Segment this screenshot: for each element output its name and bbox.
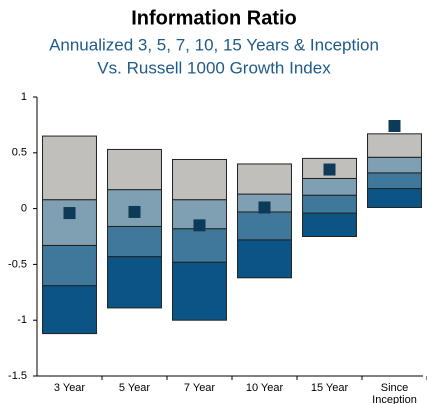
x-tick-label-line: Inception [372, 394, 417, 404]
y-tick-label: 0.5 [12, 147, 27, 159]
fund-marker [258, 201, 271, 214]
percentile-band [42, 199, 97, 246]
x-tick-label-line: Since [381, 382, 409, 394]
x-tick-label: 7 Year [184, 382, 216, 394]
y-tick-label: -1 [17, 314, 27, 326]
y-tick-label: -1.5 [8, 370, 27, 382]
percentile-band [367, 188, 422, 208]
percentile-band [237, 239, 292, 279]
y-tick-label: 0 [21, 203, 27, 215]
percentile-band [237, 211, 292, 241]
percentile-band [367, 172, 422, 190]
chart-subtitle: Annualized 3, 5, 7, 10, 15 Years & Incep… [49, 35, 379, 54]
x-tick-label: 3 Year [54, 382, 86, 394]
chart-title: Information Ratio [131, 7, 297, 29]
y-tick-label: -0.5 [8, 258, 27, 270]
percentile-band [237, 163, 292, 195]
fund-marker [193, 219, 206, 232]
percentile-band [42, 135, 97, 201]
percentile-band [172, 261, 227, 321]
x-tick-label: 15 Year [311, 382, 349, 394]
percentile-band [367, 156, 422, 174]
fund-marker [128, 205, 141, 218]
x-tick-label: 5 Year [119, 382, 151, 394]
percentile-band [107, 225, 162, 258]
fund-marker [63, 207, 76, 220]
chart-subtitle: Vs. Russell 1000 Growth Index [97, 58, 331, 77]
x-tick-label: Since Inception [372, 382, 417, 404]
percentile-band [42, 285, 97, 335]
y-tick-label: 1 [21, 91, 27, 103]
percentile-band [302, 212, 357, 237]
percentile-band [367, 133, 422, 158]
fund-marker [323, 163, 336, 176]
percentile-band [302, 194, 357, 214]
x-tick-label: 10 Year [246, 382, 284, 394]
percentile-band [302, 177, 357, 196]
percentile-band [172, 158, 227, 201]
percentile-band [107, 256, 162, 309]
percentile-band [107, 148, 162, 191]
percentile-band [172, 228, 227, 263]
percentile-band [42, 244, 97, 287]
fund-marker [388, 120, 401, 133]
